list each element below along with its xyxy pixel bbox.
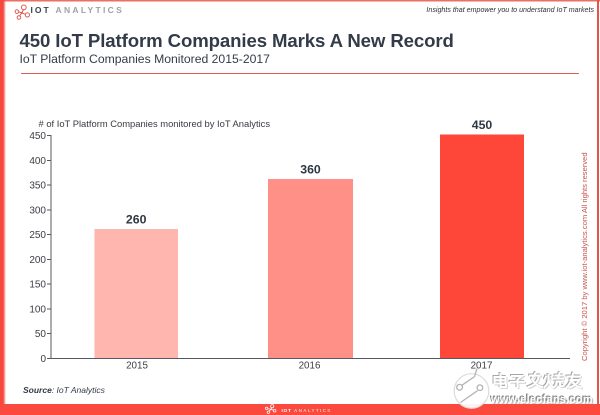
svg-text:2017: 2017 [471,361,493,372]
svg-text:300: 300 [29,205,46,216]
svg-text:50: 50 [35,329,47,340]
svg-text:0: 0 [40,354,46,365]
svg-text:Copyright © 2017 by www.iot-an: Copyright © 2017 by www.iot-analytics.co… [580,152,589,361]
svg-text:400: 400 [29,156,46,167]
svg-text:150: 150 [29,280,46,291]
svg-text:350: 350 [29,181,46,192]
svg-text:ANALYTICS: ANALYTICS [294,407,332,412]
svg-text:100: 100 [29,304,46,315]
svg-text:2016: 2016 [299,361,321,372]
svg-text:450: 450 [472,118,493,132]
svg-text:2015: 2015 [126,361,148,372]
svg-text:250: 250 [29,230,46,241]
svg-text:260: 260 [126,213,147,227]
svg-text:# of IoT Platform Companies mo: # of IoT Platform Companies monitored by… [39,118,271,129]
svg-text:450: 450 [29,131,46,142]
svg-text:IOT: IOT [282,407,292,413]
svg-text:200: 200 [29,255,46,266]
svg-text:360: 360 [300,163,321,177]
